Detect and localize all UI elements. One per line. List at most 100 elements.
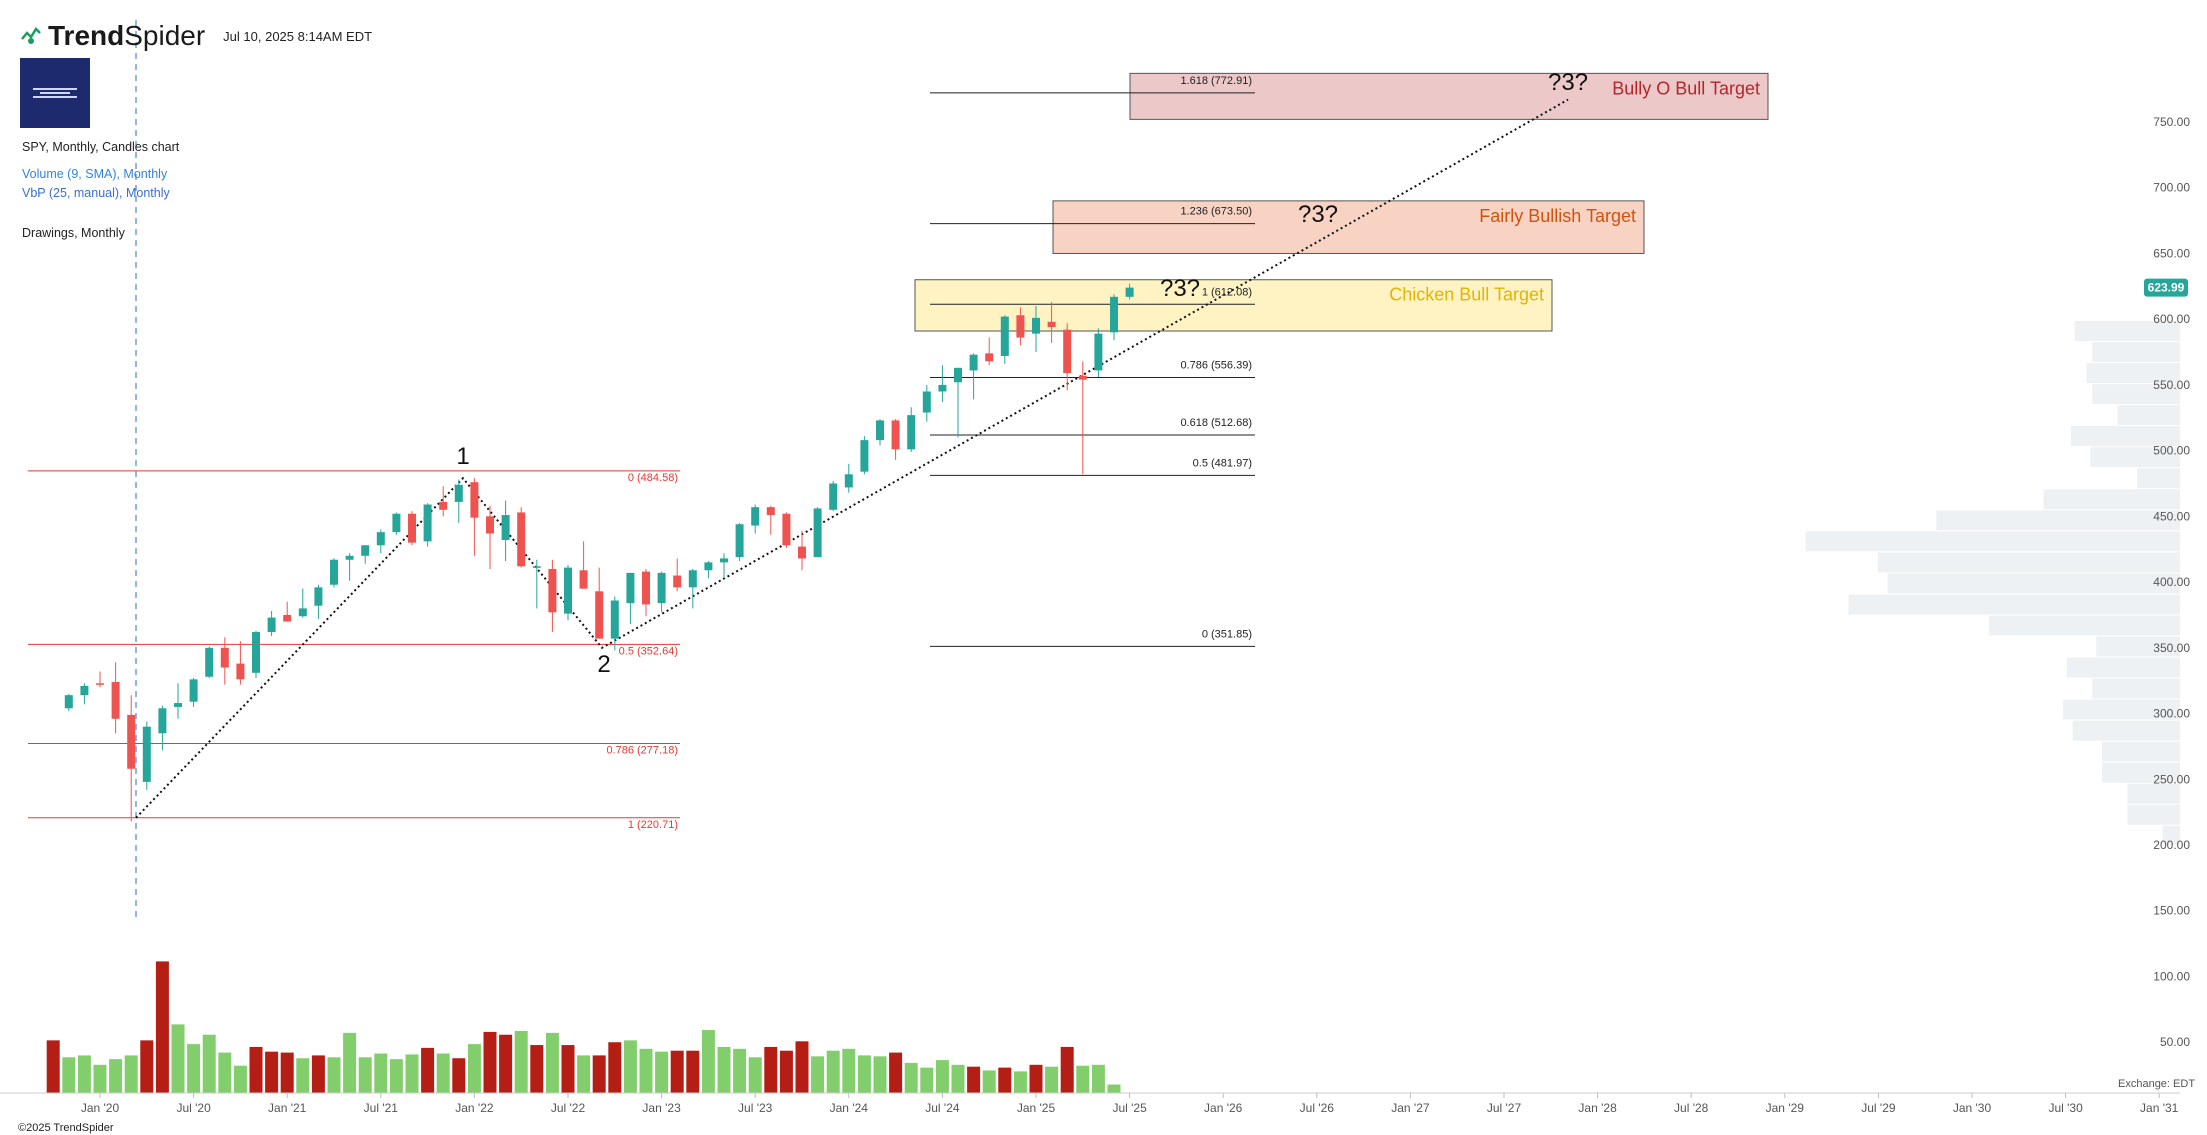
volume-bar <box>998 1067 1012 1093</box>
price-badge-text: 623.99 <box>2148 281 2185 295</box>
vbp-bar <box>1805 531 2180 552</box>
candle-body <box>626 572 635 604</box>
volume-bar <box>140 1040 154 1093</box>
candle-body <box>361 545 370 556</box>
candle-body <box>595 591 604 639</box>
candle-body <box>96 683 104 685</box>
x-axis-label: Jan '25 <box>1017 1101 1056 1115</box>
vbp-bar <box>2092 384 2180 405</box>
candle-body <box>688 570 697 588</box>
candle-body <box>735 524 744 558</box>
volume-bar <box>717 1046 731 1093</box>
vbp-bar <box>2092 342 2180 363</box>
legend-title[interactable]: SPY, Monthly, Candles chart <box>22 140 180 154</box>
candle-body <box>220 647 229 668</box>
volume-bar <box>842 1048 856 1093</box>
candle-body <box>564 567 572 614</box>
candle-body <box>127 714 136 769</box>
vbp-bar <box>2090 447 2180 468</box>
candle-body <box>314 587 323 606</box>
header: TrendSpider Jul 10, 2025 8:14AM EDT <box>20 20 372 52</box>
volume-bar <box>202 1034 216 1093</box>
fib-right-label: 1 (612.08) <box>1202 286 1252 298</box>
x-axis-label: Jul '24 <box>925 1101 960 1115</box>
x-axis-label: Jul '26 <box>1300 1101 1335 1115</box>
y-axis-label: 350.00 <box>2153 641 2190 655</box>
fib-left-label: 0.786 (277.18) <box>606 745 678 757</box>
volume-bar <box>748 1057 762 1093</box>
user-avatar <box>20 58 90 128</box>
vbp-bar <box>2127 804 2180 825</box>
vbp-bar <box>2117 405 2180 426</box>
candle-body <box>844 474 853 488</box>
legend-volume[interactable]: Volume (9, SMA), Monthly <box>22 167 168 181</box>
fib-left-label: 0.5 (352.64) <box>619 645 678 657</box>
candle-body <box>704 562 713 571</box>
volume-bar <box>296 1058 310 1093</box>
candle-body <box>283 614 292 622</box>
legend-vbp[interactable]: VbP (25, manual), Monthly <box>22 186 170 200</box>
question-label: ?3? <box>1298 201 1338 228</box>
candle-body <box>486 516 494 534</box>
legend-drawings[interactable]: Drawings, Monthly <box>22 226 125 240</box>
x-axis-label: Jan '30 <box>1953 1101 1992 1115</box>
volume-bar <box>155 961 169 1093</box>
volume-bar <box>327 1057 341 1093</box>
candle-body <box>1047 321 1056 328</box>
x-axis-label: Jan '23 <box>642 1101 681 1115</box>
volume-bar <box>795 1041 809 1093</box>
price-badge <box>2144 278 2188 297</box>
candle-body <box>548 568 557 613</box>
volume-bar <box>935 1060 949 1093</box>
vbp-bar <box>2074 320 2180 342</box>
candle-body <box>1016 315 1025 338</box>
candle-body <box>813 508 822 558</box>
x-axis-label: Jan '20 <box>81 1101 120 1115</box>
volume-bar <box>405 1054 419 1093</box>
question-label: ?3? <box>1160 275 1200 302</box>
vbp-bar <box>1988 615 2180 636</box>
candle-body <box>142 726 151 782</box>
x-axis-label: Jan '28 <box>1578 1101 1617 1115</box>
volume-bar <box>904 1062 918 1093</box>
x-axis-label: Jul '30 <box>2048 1101 2083 1115</box>
volume-bar <box>592 1055 606 1093</box>
volume-bar <box>421 1047 435 1093</box>
x-axis-label: Jul '20 <box>176 1101 211 1115</box>
y-axis-label: 250.00 <box>2153 772 2190 786</box>
wave-label: 2 <box>597 651 610 678</box>
vbp-bar <box>2162 825 2180 845</box>
candle-body <box>423 504 432 542</box>
volume-bar <box>483 1031 497 1093</box>
candle-body <box>1094 333 1103 371</box>
vbp-bar <box>1887 573 2180 594</box>
candle-body <box>298 608 307 617</box>
brand-logo[interactable]: TrendSpider <box>48 20 206 51</box>
candle-body <box>80 685 89 696</box>
target-zone <box>1052 200 1645 254</box>
volume-bar <box>623 1040 637 1093</box>
x-axis-label: Jul '28 <box>1674 1101 1709 1115</box>
fib-left-label: 0 (484.58) <box>628 472 678 484</box>
volume-bar <box>62 1057 76 1093</box>
target-label: Chicken Bull Target <box>1389 285 1544 305</box>
volume-bar <box>889 1052 903 1093</box>
x-axis-label: Jan '21 <box>268 1101 307 1115</box>
volume-bar <box>873 1056 887 1093</box>
candle-body <box>969 354 978 371</box>
volume-bar <box>857 1055 871 1093</box>
target-label: Fairly Bullish Target <box>1479 206 1636 226</box>
fib-right-label: 0.618 (512.68) <box>1180 417 1252 429</box>
copyright: ©2025 TrendSpider <box>18 1122 114 1134</box>
volume-bar <box>265 1051 279 1093</box>
candle-body <box>470 482 479 518</box>
candle-body <box>252 632 260 673</box>
volume-bar <box>733 1048 747 1093</box>
candle-body <box>922 391 931 413</box>
vbp-bar <box>2092 678 2180 699</box>
x-axis-label: Jul '22 <box>551 1101 586 1115</box>
candle-body <box>1125 287 1134 297</box>
fib-left-label: 1 (220.71) <box>628 819 678 831</box>
candle-body <box>532 566 541 568</box>
